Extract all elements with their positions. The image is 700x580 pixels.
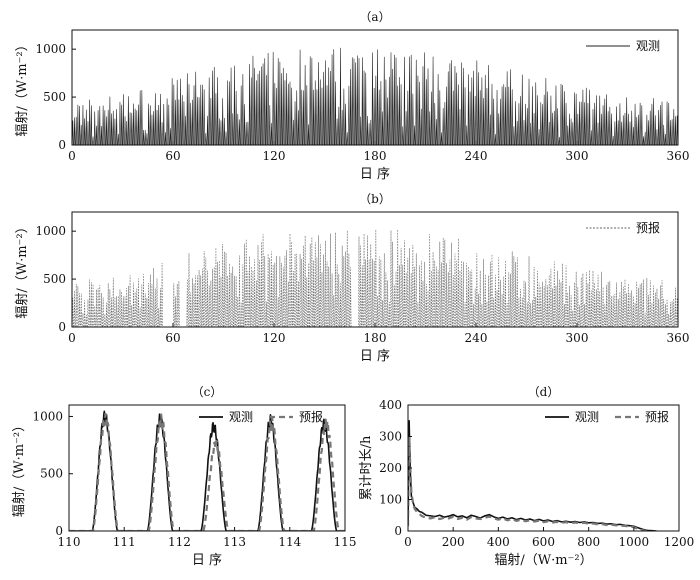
y-tick-label: 0 (394, 524, 402, 538)
plot-area (72, 229, 678, 327)
x-axis-label: 日 序 (360, 167, 390, 182)
x-tick-label: 112 (168, 535, 191, 549)
x-tick-label: 240 (465, 149, 488, 163)
plot-frame (71, 211, 679, 328)
panel-c: （c） 110 111 112 113 114 115 0 500 1000 日 序 辐射/（W·m⁻… (11, 385, 356, 568)
series-line-forecast (69, 412, 345, 531)
x-tick-label: 60 (165, 149, 180, 163)
panel-a: （a） 0 60 120 180 240 300 360 0 500 1000 日 序 辐射/（W·m⁻… (14, 10, 689, 182)
y-tick-label: 0 (58, 138, 66, 152)
plot-frame (407, 404, 680, 532)
x-tick-label: 0 (68, 331, 76, 345)
x-tick-label: 1000 (619, 535, 650, 549)
y-tick-label: 1000 (35, 224, 66, 238)
panel-title: （a） (359, 10, 390, 24)
legend: 预报 (586, 220, 660, 235)
x-tick-label: 111 (113, 535, 136, 549)
y-tick-label: 1000 (32, 409, 63, 423)
panel-title: （b） (359, 192, 391, 206)
plot-area (69, 410, 345, 531)
x-tick-label: 114 (278, 535, 301, 549)
series-line-observed (72, 47, 678, 145)
legend: 观测 预报 (545, 409, 669, 424)
legend-label: 预报 (636, 220, 660, 235)
legend-label: 观测 (229, 410, 253, 424)
legend: 观测 预报 (199, 409, 323, 424)
y-axis-label: 辐射/（W·m⁻²） (14, 38, 30, 136)
series-line-forecast (408, 435, 648, 531)
x-tick-label: 120 (263, 149, 286, 163)
y-tick-label: 200 (379, 461, 402, 475)
x-tick-label: 180 (364, 331, 387, 345)
y-tick-label: 500 (43, 90, 66, 104)
x-tick-label: 240 (465, 331, 488, 345)
x-axis-label: 辐射/（W·m⁻²） (494, 552, 592, 568)
panel-title: （c） (192, 385, 223, 399)
legend-label: 预报 (645, 409, 669, 424)
x-tick-label: 1200 (664, 535, 695, 549)
plot-area (408, 419, 657, 531)
plot-area (72, 47, 678, 145)
plot-frame (68, 404, 346, 532)
panel-title: （d） (528, 385, 560, 399)
legend: 观测 (586, 39, 660, 53)
y-tick-label: 1000 (35, 42, 66, 56)
y-tick-label: 500 (40, 467, 63, 481)
legend-label: 观测 (636, 39, 660, 53)
x-tick-label: 110 (58, 535, 81, 549)
y-tick-label: 500 (43, 272, 66, 286)
x-tick-label: 300 (566, 149, 589, 163)
x-tick-label: 600 (532, 535, 555, 549)
y-tick-label: 300 (379, 430, 402, 444)
x-tick-label: 800 (577, 535, 600, 549)
series-line-observed (408, 419, 657, 531)
y-tick-label: 0 (55, 524, 63, 538)
x-tick-label: 60 (165, 331, 180, 345)
x-tick-label: 400 (487, 535, 510, 549)
y-tick-label: 0 (58, 320, 66, 334)
x-tick-label: 0 (68, 149, 76, 163)
x-tick-label: 180 (364, 149, 387, 163)
x-tick-label: 113 (223, 535, 246, 549)
x-tick-label: 360 (667, 331, 690, 345)
series-line-observed (69, 410, 345, 531)
x-tick-label: 120 (263, 331, 286, 345)
legend-label: 预报 (299, 409, 323, 424)
panel-d: （d） 0 200 400 600 800 1000 1200 0 100 200 300 400 辐射/… (359, 385, 694, 568)
x-axis-label: 日 序 (360, 349, 390, 364)
x-tick-label: 0 (404, 535, 412, 549)
y-axis-label: 辐射/（W·m⁻²） (14, 220, 30, 318)
x-tick-label: 200 (442, 535, 465, 549)
legend-label: 观测 (575, 410, 599, 424)
plot-frame (71, 29, 679, 146)
x-tick-label: 115 (334, 535, 357, 549)
y-tick-label: 400 (379, 398, 402, 412)
panel-b: （b） 0 60 120 180 240 300 360 0 500 1000 日 序 辐射/（W·m⁻… (14, 192, 689, 364)
y-tick-label: 100 (379, 493, 402, 507)
x-axis-label: 日 序 (192, 553, 222, 568)
x-tick-label: 300 (566, 331, 589, 345)
x-tick-label: 360 (667, 149, 690, 163)
y-axis-label: 辐射/（W·m⁻²） (11, 419, 27, 517)
y-axis-label: 累计时长/h (359, 435, 374, 500)
series-line-forecast (72, 229, 678, 327)
